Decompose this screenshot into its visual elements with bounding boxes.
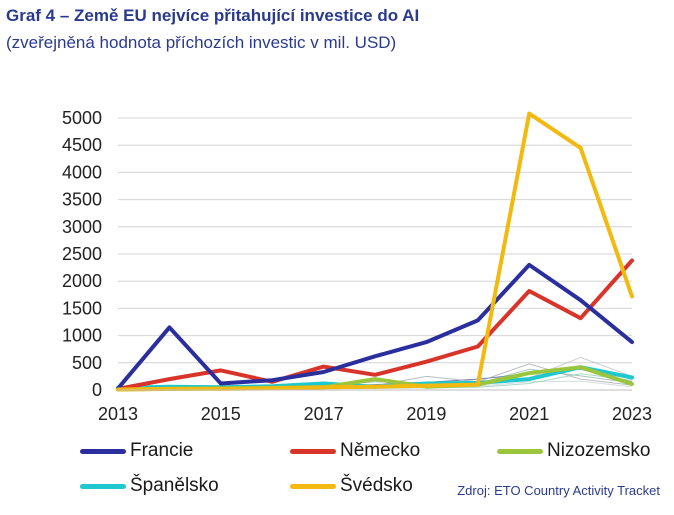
series-line-francie <box>116 262 634 391</box>
legend-swatch-nemecko <box>290 448 336 454</box>
y-tick-label: 3500 <box>62 190 102 210</box>
y-tick-label: 2000 <box>62 271 102 291</box>
chart-title: Graf 4 – Země EU nejvíce přitahující inv… <box>6 6 420 25</box>
line-chart: 0 500 1000 1500 2000 2500 3000 3500 4000 4500 5000… <box>62 108 652 424</box>
source-note: Zdroj: ETO Country Activity Tracket <box>457 483 660 498</box>
legend-label: Nizozemsko <box>547 440 651 461</box>
legend-label: Španělsko <box>130 475 219 496</box>
legend-label: Francie <box>130 440 194 461</box>
legend-swatch-spanelsko <box>80 483 126 489</box>
y-tick-label: 2500 <box>62 244 102 264</box>
legend-item-nemecko: Německo <box>290 437 420 465</box>
y-tick-label: 3000 <box>62 217 102 237</box>
series-line-nemecko <box>116 258 634 391</box>
legend-item-francie: Francie <box>80 437 193 465</box>
y-tick-label: 4000 <box>62 162 102 182</box>
legend-label: Švédsko <box>340 475 413 496</box>
legend-item-nizozemsko: Nizozemsko <box>497 437 650 465</box>
series-line-svedsko <box>116 111 634 392</box>
y-tick-label: 4500 <box>62 135 102 155</box>
legend-item-svedsko: Švédsko <box>290 472 413 500</box>
x-tick-label: 2019 <box>406 404 446 424</box>
x-tick-label: 2021 <box>509 404 549 424</box>
x-tick-label: 2013 <box>98 404 138 424</box>
y-tick-label: 1500 <box>62 298 102 318</box>
y-tick-label: 500 <box>72 353 102 373</box>
x-tick-label: 2023 <box>612 404 652 424</box>
y-tick-label: 5000 <box>62 108 102 128</box>
x-tick-label: 2015 <box>201 404 241 424</box>
x-tick-label: 2017 <box>304 404 344 424</box>
y-tick-label: 0 <box>92 380 102 400</box>
legend-label: Německo <box>340 440 421 461</box>
legend-swatch-nizozemsko <box>497 448 543 454</box>
legend-swatch-francie <box>80 448 126 454</box>
legend-item-spanelsko: Španělsko <box>80 472 219 500</box>
chart-subtitle: (zveřejněná hodnota příchozích investic … <box>6 33 397 52</box>
legend-swatch-svedsko <box>290 483 336 489</box>
y-tick-label: 1000 <box>62 326 102 346</box>
